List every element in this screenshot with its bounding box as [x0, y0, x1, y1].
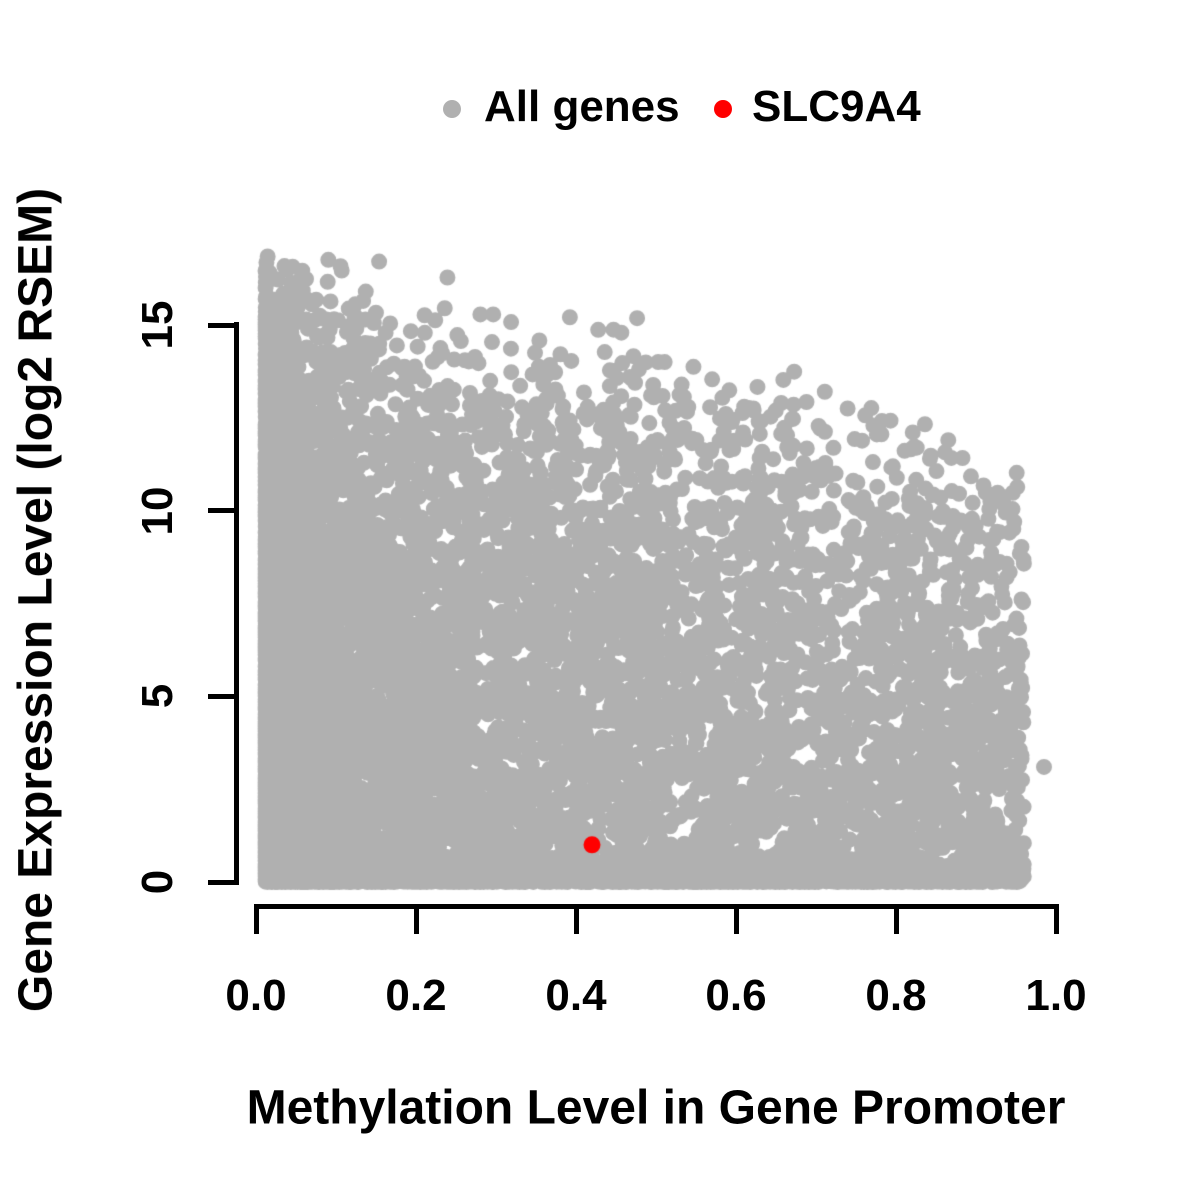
x-axis-line: [254, 904, 1059, 909]
y-tick: [208, 322, 236, 328]
y-tick: [208, 508, 236, 514]
x-tick: [893, 906, 899, 934]
y-tick-label: 15: [133, 300, 182, 350]
x-tick: [733, 906, 739, 934]
x-tick: [413, 906, 419, 934]
y-tick-label: 0: [133, 869, 182, 895]
y-tick: [208, 879, 236, 885]
y-tick-label: 5: [133, 684, 182, 709]
y-axis-title: Gene Expression Level (log2 RSEM): [9, 187, 63, 1013]
slc9a4-legend-dot-icon: [714, 100, 732, 118]
x-tick-label: 0.6: [705, 971, 767, 1020]
x-tick-label: 0.8: [865, 971, 927, 1020]
x-tick-label: 0.0: [225, 971, 287, 1020]
x-tick-label: 0.4: [545, 971, 607, 1020]
y-axis-line: [234, 322, 239, 885]
all-genes-legend-dot-icon: [443, 100, 461, 118]
y-tick-label: 10: [133, 486, 182, 536]
x-tick: [573, 906, 579, 934]
y-tick: [208, 693, 236, 699]
x-tick-label: 1.0: [1025, 971, 1087, 1020]
x-tick: [1053, 906, 1059, 934]
x-tick: [253, 906, 259, 934]
x-axis-title: Methylation Level in Gene Promoter: [246, 1081, 1066, 1135]
all-genes-legend-label: All genes: [484, 82, 680, 131]
slc9a4-legend-label: SLC9A4: [752, 82, 921, 131]
x-tick-label: 0.2: [385, 971, 447, 1020]
